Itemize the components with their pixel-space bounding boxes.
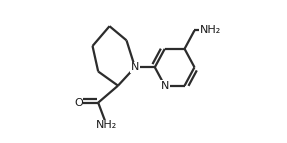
Text: NH₂: NH₂ <box>199 25 221 35</box>
Text: NH₂: NH₂ <box>96 120 117 130</box>
Text: N: N <box>160 81 169 91</box>
Text: N: N <box>131 62 139 72</box>
Text: O: O <box>74 98 83 108</box>
